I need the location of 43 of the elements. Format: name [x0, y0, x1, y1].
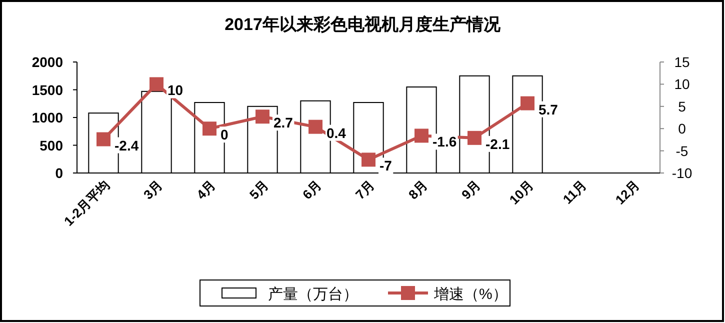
x-tick-label: 10月: [506, 177, 536, 208]
data-label: 10: [168, 82, 184, 98]
x-tick-label: 11月: [560, 177, 590, 207]
data-label: -2.1: [486, 136, 510, 152]
y2-tick-label: 15: [674, 54, 690, 70]
x-tick-label: 12月: [612, 177, 642, 208]
point: [468, 130, 482, 145]
data-label: -2.4: [114, 137, 139, 154]
x-tick-label: 1-2月平均: [60, 177, 112, 229]
y2-tick-label: -10: [672, 165, 692, 181]
x-tick-label: 6月: [300, 177, 324, 202]
point: [414, 128, 428, 143]
point: [202, 122, 216, 136]
data-label: 2.7: [274, 114, 294, 131]
y-tick-label: 500: [40, 137, 64, 154]
y2-tick-label: 10: [674, 76, 690, 92]
data-label: -7: [380, 158, 392, 174]
point: [150, 77, 164, 92]
x-tick-label: 7月: [352, 177, 378, 202]
y-tick-label: 1000: [32, 110, 64, 126]
data-label: 0.4: [326, 124, 346, 141]
legend-label: 增速（%）: [433, 286, 508, 303]
y-tick-label: 2000: [32, 54, 64, 70]
y2-tick-label: -5: [676, 142, 688, 159]
chart-title: 2017年以来彩色电视机月度生产情况: [224, 15, 502, 34]
data-label: 0: [220, 126, 228, 143]
x-tick-label: 8月: [406, 177, 430, 202]
point: [308, 120, 322, 134]
legend-label: 产量（万台）: [268, 286, 358, 303]
x-tick-label: 9月: [458, 177, 484, 202]
y2-tick-label: 5: [678, 98, 686, 114]
y-tick-label: 1500: [32, 82, 64, 98]
point: [520, 96, 534, 110]
y-tick-label: 0: [55, 165, 64, 181]
point: [362, 152, 376, 167]
data-label: -1.6: [432, 134, 457, 150]
x-tick-label: 3月: [140, 177, 166, 202]
point: [256, 110, 270, 124]
data-label: 5.7: [538, 101, 558, 118]
y2-tick-label: 0: [678, 120, 686, 137]
x-tick-label: 4月: [194, 177, 218, 202]
point: [96, 132, 110, 146]
x-tick-label: 5月: [246, 177, 272, 202]
